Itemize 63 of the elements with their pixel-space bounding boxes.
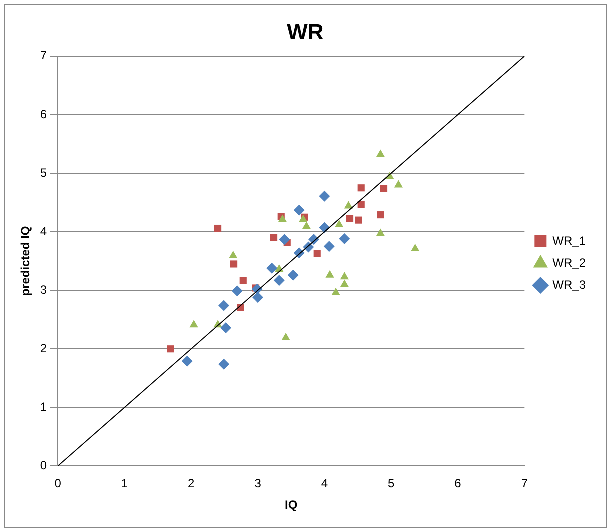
point xyxy=(232,286,243,297)
point xyxy=(355,216,362,224)
x-tick-label: 6 xyxy=(454,476,462,491)
x-tick-label: 7 xyxy=(521,476,528,491)
point xyxy=(314,250,321,258)
point xyxy=(376,228,386,236)
point xyxy=(358,200,365,208)
y-axis-title: predicted IQ xyxy=(18,226,33,296)
point xyxy=(220,322,232,334)
legend-label: WR_1 xyxy=(552,234,586,248)
point xyxy=(377,212,384,219)
x-tick-label: 5 xyxy=(388,476,396,491)
point xyxy=(266,262,278,274)
point xyxy=(302,222,312,230)
x-tick-label: 0 xyxy=(54,476,62,491)
point xyxy=(394,180,404,188)
y-tick-label: 2 xyxy=(40,341,48,356)
point xyxy=(182,356,193,367)
point xyxy=(335,220,344,228)
y-tick-label: 1 xyxy=(40,400,48,414)
y-tick-label: 7 xyxy=(40,48,48,63)
point xyxy=(358,184,365,192)
point xyxy=(282,332,290,340)
y-tick-label: 3 xyxy=(40,282,48,297)
point xyxy=(319,190,330,202)
point xyxy=(229,251,238,259)
point xyxy=(230,260,238,268)
point xyxy=(376,150,386,158)
point xyxy=(340,272,350,280)
point xyxy=(380,185,388,192)
point xyxy=(218,358,230,370)
point xyxy=(324,241,335,252)
point xyxy=(288,270,299,281)
point xyxy=(218,300,230,312)
point xyxy=(332,288,340,296)
point xyxy=(346,215,354,222)
chart-title: WR xyxy=(287,19,324,44)
point xyxy=(339,234,350,245)
x-tick-label: 2 xyxy=(188,476,196,491)
point xyxy=(411,244,420,252)
x-axis-title: IQ xyxy=(285,498,298,512)
point xyxy=(279,234,290,246)
point xyxy=(344,201,354,209)
point xyxy=(278,214,288,222)
y-tick-label: 5 xyxy=(40,166,48,180)
legend-label: WR_3 xyxy=(552,278,586,292)
y-tick-label: 6 xyxy=(40,107,48,122)
point xyxy=(294,204,305,216)
point xyxy=(214,224,222,232)
y-tick-label: 4 xyxy=(40,224,48,238)
y-tick-label: 0 xyxy=(40,458,48,473)
x-tick-label: 3 xyxy=(254,476,262,491)
x-tick-label: 4 xyxy=(321,476,328,491)
point xyxy=(326,270,334,278)
point xyxy=(270,234,278,242)
legend-label: WR_2 xyxy=(552,256,586,270)
point xyxy=(252,292,264,304)
point xyxy=(167,346,174,353)
point xyxy=(274,275,285,286)
point xyxy=(190,320,198,328)
point xyxy=(240,277,247,284)
x-tick-label: 1 xyxy=(121,476,128,491)
point xyxy=(340,280,350,288)
